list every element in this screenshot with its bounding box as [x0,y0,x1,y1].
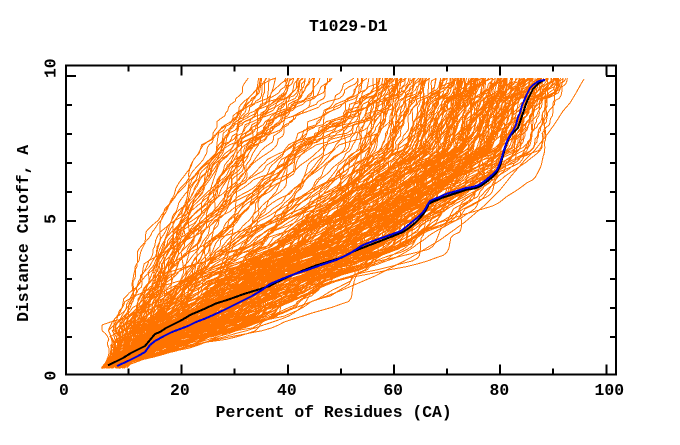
svg-text:Percent of Residues (CA): Percent of Residues (CA) [216,403,452,422]
svg-text:10: 10 [42,58,61,78]
svg-text:60: 60 [383,381,403,400]
svg-text:5: 5 [42,214,61,224]
svg-text:Distance Cutoff, A: Distance Cutoff, A [14,145,33,322]
svg-text:0: 0 [59,381,69,400]
svg-text:40: 40 [277,381,297,400]
svg-text:T1029-D1: T1029-D1 [309,17,388,36]
svg-text:20: 20 [170,381,190,400]
svg-text:80: 80 [490,381,510,400]
svg-text:100: 100 [595,381,625,400]
svg-text:0: 0 [42,371,61,381]
